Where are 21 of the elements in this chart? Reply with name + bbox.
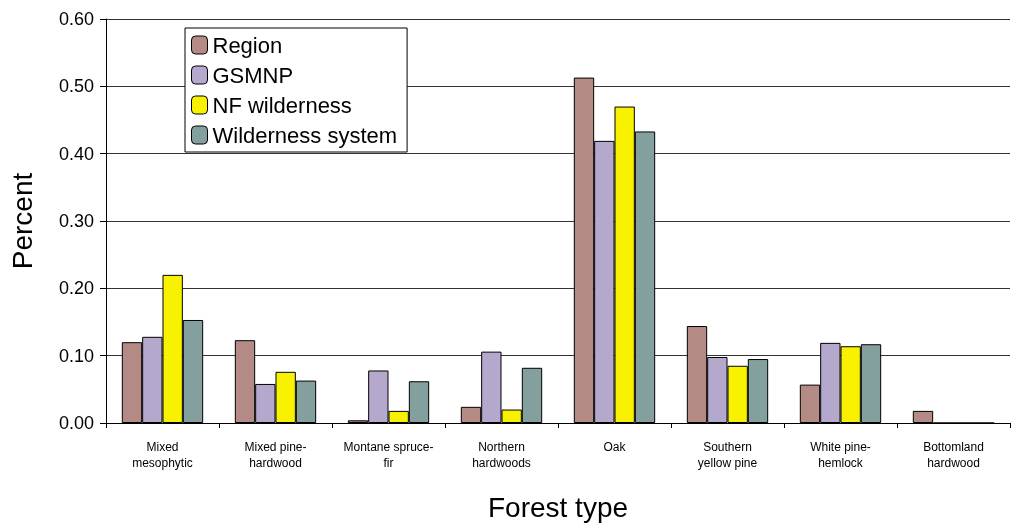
x-tick-label: Northern hardwoods: [472, 440, 531, 470]
x-tick-label: Mixed mesophytic: [132, 440, 193, 470]
legend-label: Region: [212, 32, 283, 58]
x-tick-label: Montane spruce-fir: [343, 440, 434, 470]
y-tick-label: 0.20: [58, 278, 94, 299]
y-tick-label: 0.30: [58, 211, 94, 231]
legend-label: GSMNP: [212, 62, 294, 88]
x-tick-label: Oak: [603, 440, 627, 454]
legend-label: Wilderness system: [212, 122, 398, 148]
y-tick-label: 0.60: [58, 9, 94, 29]
x-tick-label: Southern yellow pine: [697, 440, 758, 470]
y-tick-label: 0.50: [58, 76, 94, 97]
y-tick-label: 0.40: [58, 143, 94, 164]
x-axis-title: Forest type: [487, 491, 629, 523]
legend-label: NF wilderness: [212, 92, 352, 118]
x-tick-label: Bottomland hardwood: [923, 440, 984, 470]
x-tick-label: Mixed pine-hardwood: [244, 440, 307, 470]
x-tick-label: White pine-hemlock: [810, 440, 871, 470]
y-tick-label: 0.00: [58, 413, 94, 433]
y-axis-title: Percent: [6, 172, 38, 270]
y-tick-label: 0.10: [58, 345, 94, 366]
